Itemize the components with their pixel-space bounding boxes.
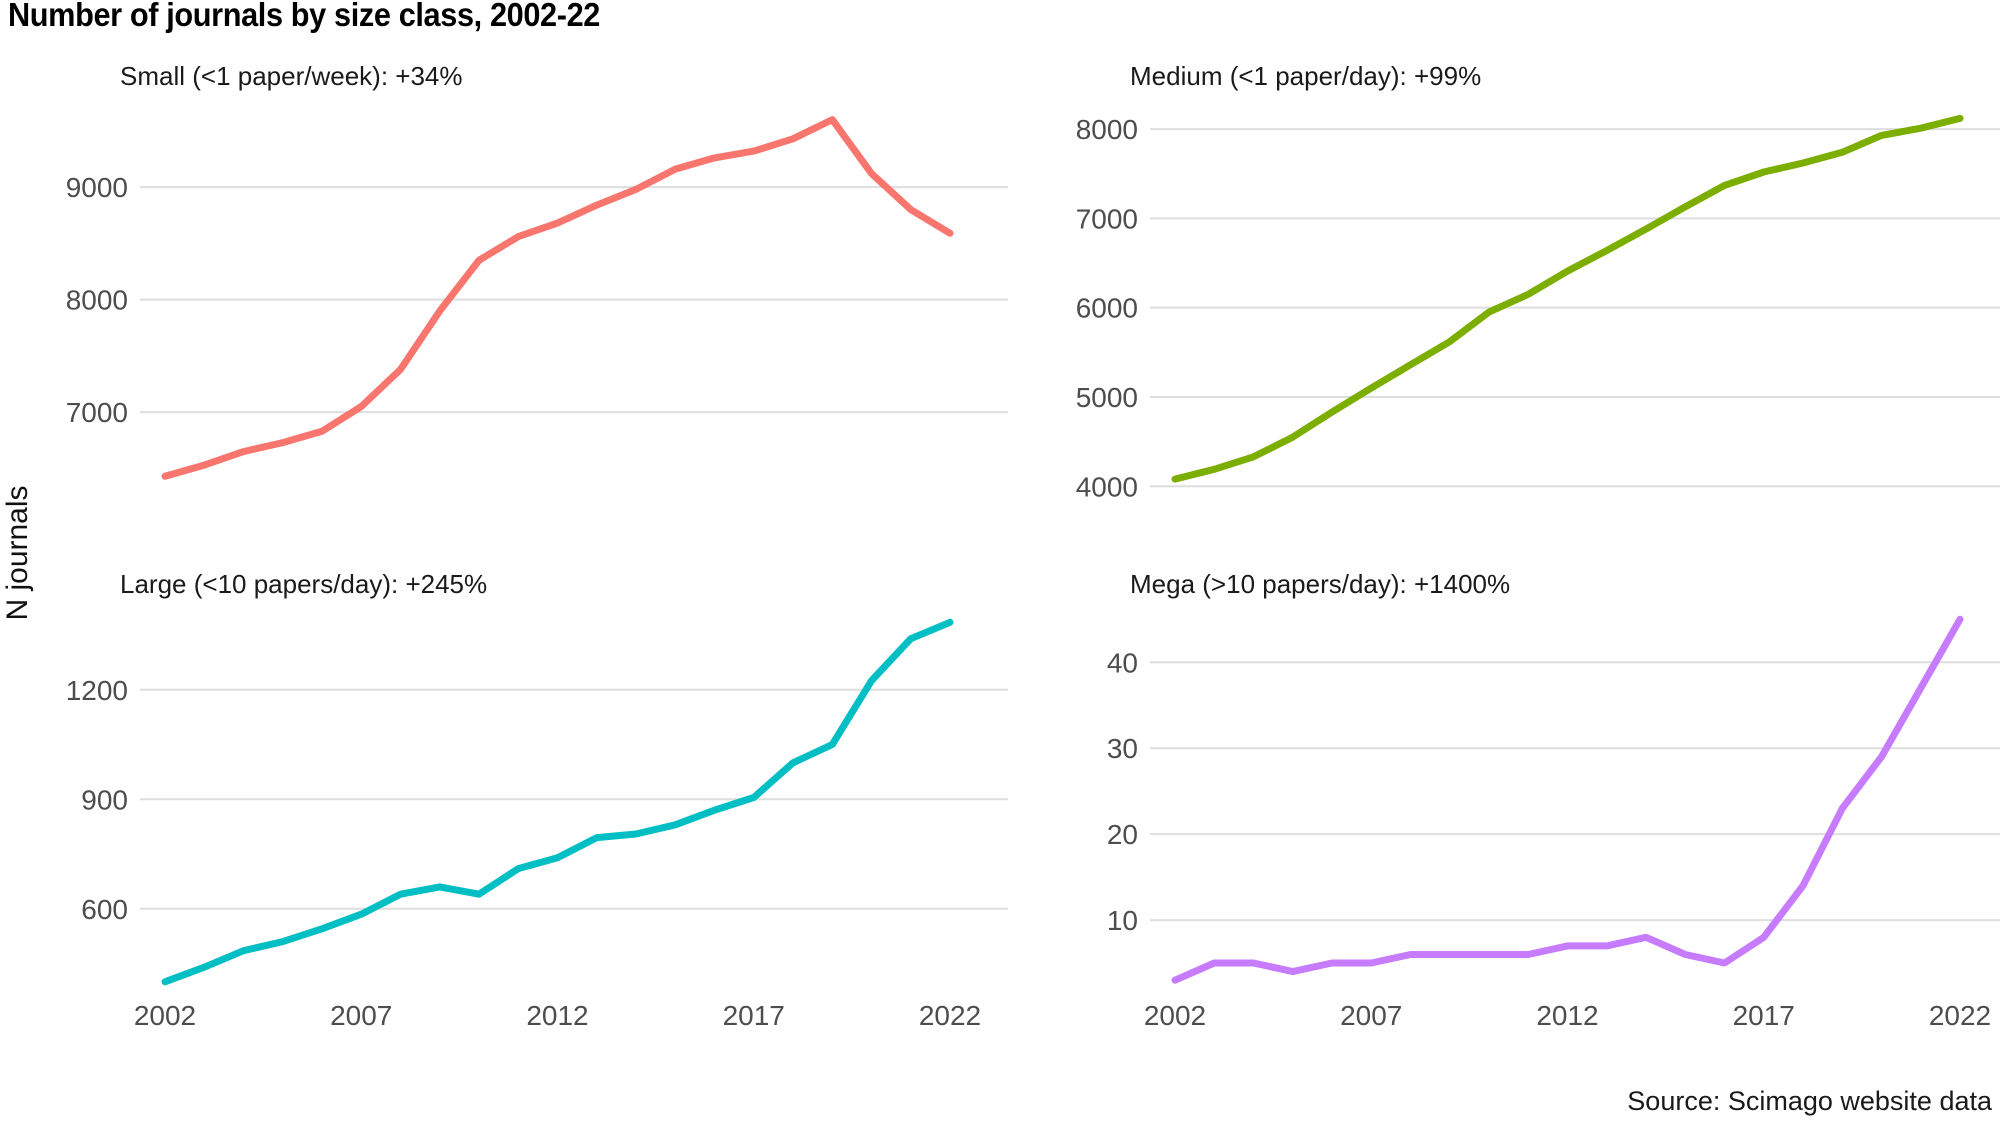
y-tick-label-mega-20: 20 — [1107, 819, 1138, 850]
x-tick-label-mega-2012: 2012 — [1536, 1000, 1598, 1031]
data-line-large — [161, 618, 954, 986]
chart-title: Number of journals by size class, 2002-2… — [8, 0, 600, 33]
y-tick-label-mega-40: 40 — [1107, 647, 1138, 678]
y-tick-label-small-7000: 7000 — [66, 397, 128, 428]
y-tick-label-medium-7000: 7000 — [1076, 203, 1138, 234]
data-line-small — [161, 116, 954, 480]
y-tick-label-small-8000: 8000 — [66, 285, 128, 316]
source-caption: Source: Scimago website data — [1627, 1086, 1992, 1116]
y-tick-label-medium-8000: 8000 — [1076, 114, 1138, 145]
data-line-mega — [1171, 615, 1964, 984]
y-tick-label-mega-30: 30 — [1107, 733, 1138, 764]
x-tick-label-large-2017: 2017 — [723, 1000, 785, 1031]
x-tick-label-mega-2007: 2007 — [1340, 1000, 1402, 1031]
x-tick-label-large-2007: 2007 — [330, 1000, 392, 1031]
x-tick-label-mega-2017: 2017 — [1733, 1000, 1795, 1031]
x-tick-label-mega-2022: 2022 — [1929, 1000, 1991, 1031]
y-tick-label-medium-5000: 5000 — [1076, 382, 1138, 413]
y-tick-label-large-1200: 1200 — [66, 675, 128, 706]
y-tick-label-medium-4000: 4000 — [1076, 471, 1138, 502]
facet-subtitle-small: Small (<1 paper/week): +34% — [120, 61, 463, 91]
facet-subtitle-medium: Medium (<1 paper/day): +99% — [1130, 61, 1482, 91]
data-line-medium — [1171, 114, 1964, 483]
facet-subtitle-mega: Mega (>10 papers/day): +1400% — [1130, 569, 1511, 599]
y-tick-label-small-9000: 9000 — [66, 172, 128, 203]
y-tick-label-mega-10: 10 — [1107, 905, 1138, 936]
y-tick-label-large-600: 600 — [81, 894, 128, 925]
x-tick-label-large-2012: 2012 — [526, 1000, 588, 1031]
facet-subtitle-large: Large (<10 papers/day): +245% — [120, 569, 488, 599]
x-tick-label-large-2022: 2022 — [919, 1000, 981, 1031]
x-tick-label-mega-2002: 2002 — [1144, 1000, 1206, 1031]
y-tick-label-medium-6000: 6000 — [1076, 293, 1138, 324]
x-tick-label-large-2002: 2002 — [134, 1000, 196, 1031]
y-tick-label-large-900: 900 — [81, 784, 128, 815]
